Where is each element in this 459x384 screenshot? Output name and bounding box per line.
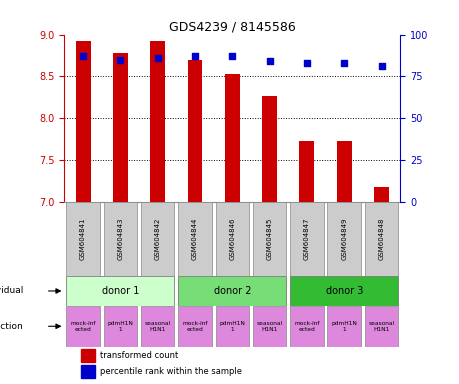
- Bar: [215, 306, 249, 347]
- Bar: [178, 306, 211, 347]
- Point: [377, 63, 384, 70]
- Bar: [299, 141, 313, 202]
- Bar: [364, 306, 397, 347]
- Text: mock-inf
ected: mock-inf ected: [70, 321, 95, 332]
- Bar: [140, 202, 174, 276]
- Bar: [178, 202, 211, 276]
- Bar: [290, 202, 323, 276]
- Bar: [262, 96, 276, 202]
- Text: donor 1: donor 1: [101, 286, 139, 296]
- Text: individual: individual: [0, 286, 23, 295]
- Text: pdmH1N
1: pdmH1N 1: [330, 321, 356, 332]
- Bar: [187, 60, 202, 202]
- Bar: [327, 202, 360, 276]
- Bar: [103, 202, 137, 276]
- Bar: [252, 202, 286, 276]
- Bar: [103, 306, 137, 347]
- Point: [265, 58, 273, 65]
- Point: [302, 60, 310, 66]
- Bar: [66, 306, 100, 347]
- Bar: [336, 141, 351, 202]
- Bar: [252, 306, 286, 347]
- Text: infection: infection: [0, 322, 23, 331]
- Bar: [112, 53, 128, 202]
- Bar: [66, 202, 100, 276]
- Point: [191, 53, 198, 60]
- Text: seasonal
H1N1: seasonal H1N1: [144, 321, 170, 332]
- Bar: [327, 306, 360, 347]
- Text: pdmH1N
1: pdmH1N 1: [107, 321, 133, 332]
- Bar: [75, 41, 90, 202]
- Text: GSM604841: GSM604841: [80, 218, 86, 260]
- Point: [117, 56, 124, 63]
- Bar: [364, 202, 397, 276]
- Bar: [140, 306, 174, 347]
- Text: donor 3: donor 3: [325, 286, 362, 296]
- Bar: [215, 202, 249, 276]
- Point: [228, 53, 235, 60]
- Text: percentile rank within the sample: percentile rank within the sample: [100, 367, 241, 376]
- Text: GSM604842: GSM604842: [154, 218, 160, 260]
- Bar: [290, 276, 397, 306]
- Text: GSM604847: GSM604847: [303, 218, 309, 260]
- Text: GSM604844: GSM604844: [191, 218, 197, 260]
- Bar: [81, 366, 95, 378]
- Text: GSM604849: GSM604849: [341, 218, 347, 260]
- Text: GSM604845: GSM604845: [266, 218, 272, 260]
- Bar: [373, 187, 388, 202]
- Title: GDS4239 / 8145586: GDS4239 / 8145586: [168, 20, 295, 33]
- Text: donor 2: donor 2: [213, 286, 251, 296]
- Text: seasonal
H1N1: seasonal H1N1: [256, 321, 282, 332]
- Bar: [224, 74, 239, 202]
- Text: GSM604846: GSM604846: [229, 218, 235, 260]
- Point: [154, 55, 161, 61]
- Bar: [81, 349, 95, 362]
- Text: pdmH1N
1: pdmH1N 1: [219, 321, 245, 332]
- Point: [79, 53, 87, 60]
- Text: transformed count: transformed count: [100, 351, 178, 360]
- Bar: [66, 276, 174, 306]
- Text: GSM604848: GSM604848: [378, 218, 384, 260]
- Point: [340, 60, 347, 66]
- Text: seasonal
H1N1: seasonal H1N1: [368, 321, 394, 332]
- Bar: [150, 41, 165, 202]
- Bar: [290, 306, 323, 347]
- Text: GSM604843: GSM604843: [117, 218, 123, 260]
- Text: mock-inf
ected: mock-inf ected: [294, 321, 319, 332]
- Bar: [178, 276, 286, 306]
- Text: mock-inf
ected: mock-inf ected: [182, 321, 207, 332]
